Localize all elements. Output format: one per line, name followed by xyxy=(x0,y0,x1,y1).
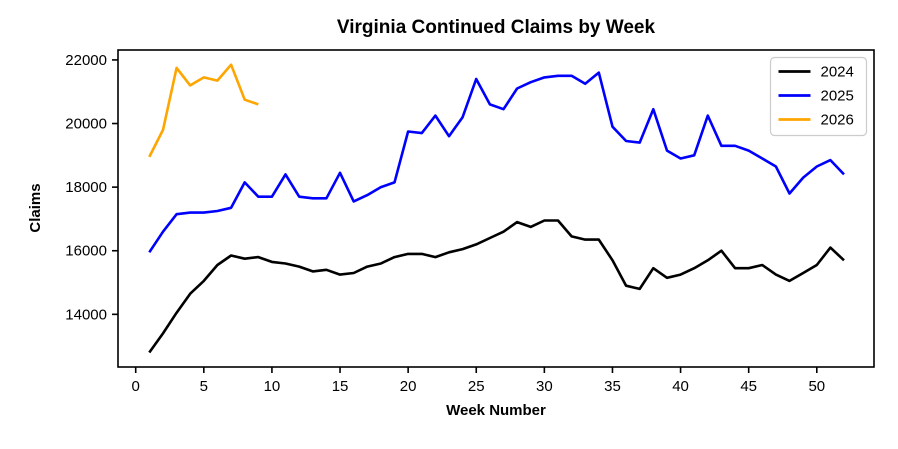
legend-label-2025: 2025 xyxy=(821,88,854,105)
x-tick-label: 15 xyxy=(332,378,349,395)
x-tick-label: 30 xyxy=(536,378,553,395)
y-tick-label: 22000 xyxy=(65,52,107,69)
x-tick-label: 50 xyxy=(808,378,825,395)
x-axis: 0 5 10 15 20 25 30 35 40 45 50 xyxy=(132,367,825,395)
legend-label-2026: 2026 xyxy=(821,112,854,129)
legend-item-2026: 2026 xyxy=(778,112,854,129)
axes-border xyxy=(117,49,875,368)
series-lines xyxy=(148,63,845,354)
plot-line-2026 xyxy=(148,63,259,158)
legend: 2024 2025 2026 xyxy=(769,56,868,137)
x-tick-label: 20 xyxy=(400,378,417,395)
legend-label-2024: 2024 xyxy=(821,64,854,81)
y-tick-label: 14000 xyxy=(65,306,107,323)
x-tick-label: 0 xyxy=(132,378,140,395)
x-tick-label: 35 xyxy=(604,378,621,395)
x-axis-label: Week Number xyxy=(446,402,546,419)
plot-area xyxy=(118,50,874,367)
y-axis-label: Claims xyxy=(27,183,44,232)
chart-title: Virginia Continued Claims by Week xyxy=(337,17,656,38)
legend-box xyxy=(769,56,868,137)
y-axis: 14000 16000 18000 20000 22000 xyxy=(65,52,118,323)
x-tick-label: 10 xyxy=(264,378,281,395)
y-tick-label: 20000 xyxy=(65,116,107,133)
legend-item-2024: 2024 xyxy=(778,64,854,81)
x-tick-label: 40 xyxy=(672,378,689,395)
plot-line-2024 xyxy=(148,219,845,354)
plot-line-2025 xyxy=(148,71,845,254)
y-tick-label: 18000 xyxy=(65,179,107,196)
x-tick-label: 5 xyxy=(200,378,208,395)
x-tick-label: 25 xyxy=(468,378,485,395)
y-tick-label: 16000 xyxy=(65,243,107,260)
x-tick-label: 45 xyxy=(740,378,757,395)
legend-item-2025: 2025 xyxy=(778,88,854,105)
